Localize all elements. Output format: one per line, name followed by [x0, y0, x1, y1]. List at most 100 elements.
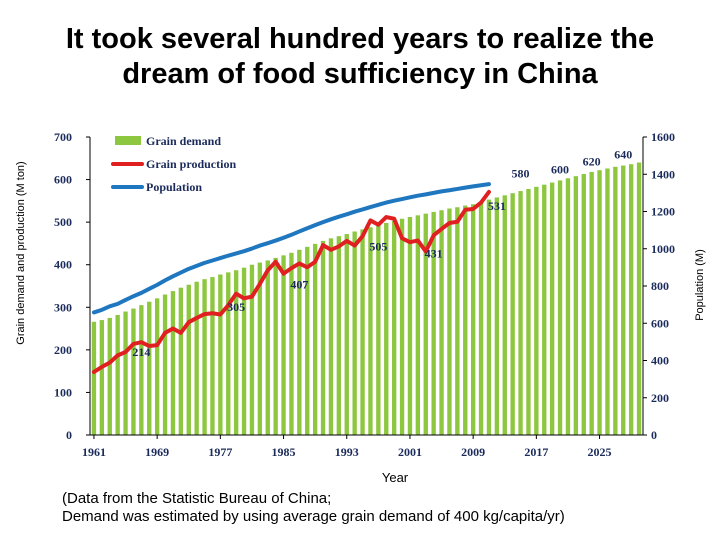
y2-tick-label: 1400 — [651, 167, 675, 181]
demand-bar — [194, 281, 199, 435]
y-axis-label: Grain demand and production (M ton) — [15, 161, 27, 344]
x-tick-label: 1961 — [82, 445, 106, 459]
x-tick-label: 1985 — [272, 445, 296, 459]
demand-bar — [621, 165, 626, 435]
demand-bar — [178, 287, 184, 435]
data-label: 407 — [290, 278, 308, 292]
demand-bar — [384, 222, 389, 435]
y-tick-label: 400 — [54, 258, 72, 272]
production-line — [91, 189, 491, 374]
legend-population-label: Population — [146, 180, 202, 194]
demand-bar — [352, 231, 357, 435]
demand-bar — [139, 305, 144, 435]
demand-bar — [455, 207, 460, 435]
legend-production-label: Grain production — [146, 157, 236, 171]
data-label: 305 — [227, 300, 245, 314]
y-tick-label: 100 — [54, 385, 72, 399]
demand-bar — [218, 274, 223, 435]
y-tick-label: 300 — [54, 300, 72, 314]
demand-bar — [123, 311, 128, 435]
series-lines — [91, 182, 491, 374]
x-tick-label: 1993 — [335, 445, 359, 459]
demand-bar — [510, 193, 515, 435]
demand-bar — [463, 205, 468, 435]
demand-bar — [628, 164, 634, 435]
y-tick-label: 200 — [54, 343, 72, 357]
demand-bar — [226, 272, 231, 435]
x-axis-label: Year — [382, 470, 409, 485]
source-note-line-2: Demand was estimated by using average gr… — [62, 508, 565, 525]
demand-bar — [91, 321, 97, 435]
demand-bar — [297, 249, 302, 435]
demand-bar — [636, 162, 642, 436]
demand-bar — [257, 262, 263, 435]
data-label: 640 — [614, 147, 632, 161]
demand-bars — [91, 162, 642, 436]
demand-bar — [162, 294, 168, 435]
demand-bar — [115, 314, 120, 435]
y-tick-label: 700 — [54, 130, 72, 144]
y-tick-label: 500 — [54, 215, 72, 229]
demand-bar — [273, 257, 278, 435]
data-labels: 214 305 407 505 431 531 580 600 620 640 — [132, 147, 632, 359]
demand-bar — [494, 197, 500, 435]
demand-bar — [186, 284, 191, 435]
data-label: 431 — [425, 247, 443, 261]
data-label: 580 — [512, 167, 530, 181]
demand-bar — [542, 184, 547, 435]
demand-bar — [107, 317, 112, 435]
demand-bar — [305, 246, 310, 435]
demand-bar — [415, 215, 421, 435]
source-note-line-1: (Data from the Statistic Bureau of China… — [62, 490, 332, 507]
demand-bar — [573, 176, 579, 436]
demand-bar — [581, 174, 586, 436]
demand-bar — [478, 201, 484, 435]
title-line-1: It took several hundred years to realize… — [65, 23, 655, 55]
demand-bar — [241, 267, 247, 435]
demand-bar — [447, 208, 452, 435]
y2-tick-label: 1000 — [651, 242, 675, 256]
data-label: 531 — [488, 199, 506, 213]
x-tick-label: 1977 — [208, 445, 232, 459]
source-note: (Data from the Statistic Bureau of China… — [62, 490, 565, 526]
demand-bar — [597, 170, 602, 435]
demand-bar — [407, 217, 413, 435]
y2-tick-label: 600 — [651, 316, 669, 330]
demand-bar — [328, 238, 334, 435]
y2-tick-label: 1600 — [651, 130, 675, 144]
demand-bar — [431, 211, 436, 435]
legend-demand-label: Grain demand — [146, 134, 221, 148]
data-label: 214 — [132, 345, 150, 359]
y2-tick-label: 1200 — [651, 205, 675, 219]
population-line — [91, 182, 491, 315]
demand-bar — [399, 218, 405, 435]
demand-bar — [281, 255, 286, 435]
demand-bar — [502, 195, 507, 435]
demand-bar — [549, 182, 555, 435]
x-tick-label: 1969 — [145, 445, 169, 459]
page-title: It took several hundred years to realize… — [0, 22, 720, 92]
demand-bar — [344, 234, 349, 435]
demand-bar — [312, 243, 318, 435]
demand-bar — [131, 308, 136, 435]
demand-bar — [99, 320, 105, 435]
demand-bar — [376, 225, 381, 435]
demand-bar — [202, 279, 207, 435]
x-tick-label: 2025 — [588, 445, 612, 459]
demand-bar — [423, 213, 428, 435]
demand-bar — [439, 210, 444, 435]
demand-bar — [557, 180, 563, 435]
demand-bar — [605, 168, 610, 435]
demand-bar — [565, 178, 571, 436]
title-line-2: dream of food sufficiency in China — [122, 58, 598, 90]
y2-tick-label: 0 — [651, 428, 657, 442]
demand-bar — [486, 199, 492, 435]
chart-legend: Grain demand Grain production Population — [111, 134, 236, 194]
legend-demand-swatch — [115, 136, 141, 145]
demand-bar — [613, 166, 618, 436]
x-tick-label: 2009 — [461, 445, 485, 459]
demand-bar — [320, 240, 326, 435]
demand-bar — [147, 301, 152, 435]
demand-bar — [518, 191, 523, 435]
